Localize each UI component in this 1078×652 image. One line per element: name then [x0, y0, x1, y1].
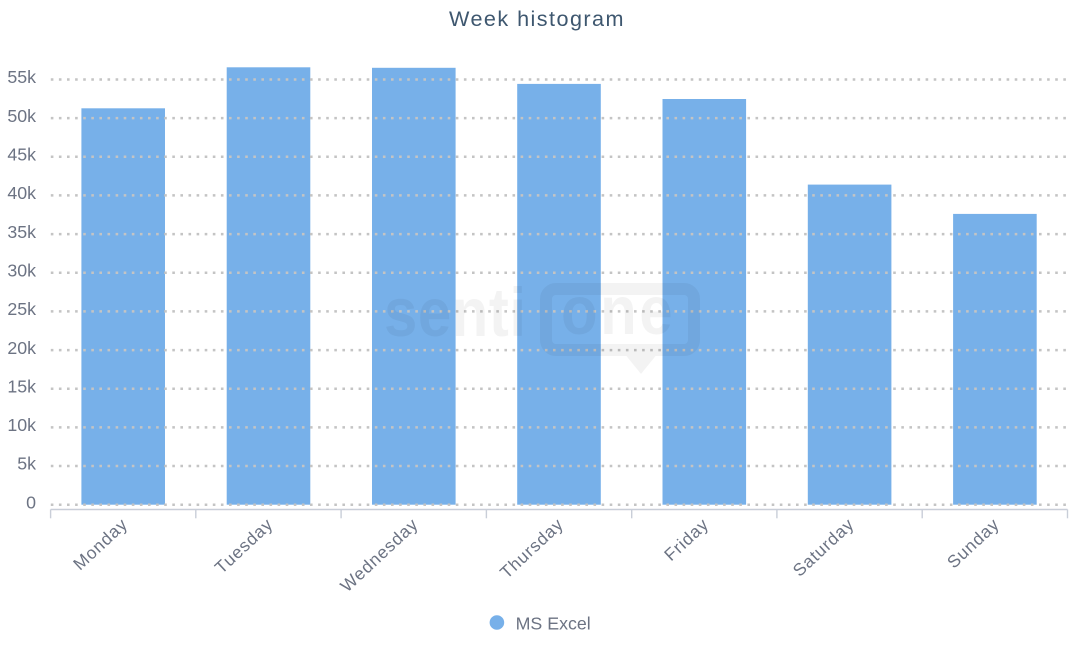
svg-text:30k: 30k — [7, 261, 36, 281]
svg-text:10k: 10k — [7, 415, 36, 435]
svg-text:45k: 45k — [7, 145, 36, 165]
svg-text:20k: 20k — [7, 338, 36, 358]
svg-text:15k: 15k — [7, 376, 36, 396]
svg-text:35k: 35k — [7, 222, 36, 242]
svg-text:one: one — [561, 271, 675, 349]
svg-text:5k: 5k — [17, 454, 36, 474]
svg-text:0: 0 — [26, 492, 36, 512]
svg-text:55k: 55k — [7, 67, 36, 87]
svg-text:MS Excel: MS Excel — [516, 614, 591, 634]
svg-text:senti: senti — [384, 273, 527, 351]
svg-text:25k: 25k — [7, 299, 36, 319]
svg-text:Week histogram: Week histogram — [449, 6, 625, 31]
svg-text:40k: 40k — [7, 183, 36, 203]
svg-text:50k: 50k — [7, 106, 36, 126]
